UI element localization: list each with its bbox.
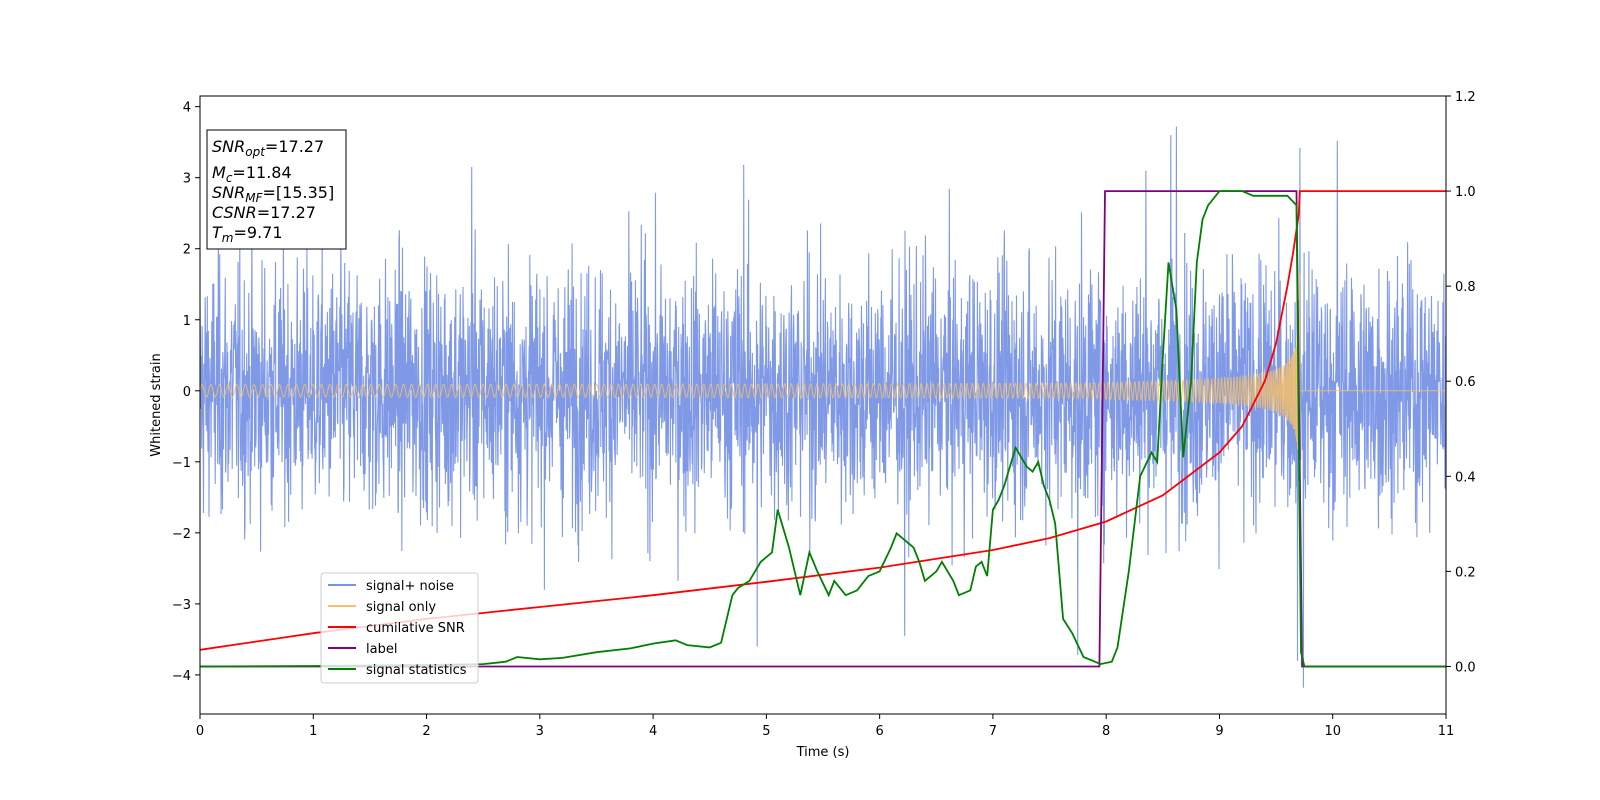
x-tick-label: 4 — [649, 724, 657, 739]
legend-label-stat: signal statistics — [366, 663, 467, 678]
info-line: Tm=9.71 — [212, 223, 283, 245]
info-line: SNRopt=17.27 — [212, 137, 324, 159]
x-tick-label: 3 — [536, 724, 544, 739]
y-axis-label: Whitened strain — [149, 353, 164, 456]
legend-label-signal: signal only — [366, 600, 436, 615]
y2-tick-label: 0.2 — [1455, 565, 1476, 580]
y2-tick-label: 0.6 — [1455, 375, 1476, 390]
x-tick-label: 6 — [875, 724, 883, 739]
x-tick-label: 0 — [196, 724, 204, 739]
y2-tick-label: 0.8 — [1455, 280, 1476, 295]
x-tick-label: 5 — [762, 724, 770, 739]
x-tick-label: 7 — [989, 724, 997, 739]
info-line: Mc=11.84 — [212, 163, 292, 185]
y-tick-label: 0 — [183, 385, 191, 400]
legend: signal+ noise signal only cumilative SNR la… — [320, 572, 479, 684]
y2-tick-label: 0.0 — [1455, 660, 1476, 675]
y-tick-label: 2 — [183, 243, 191, 258]
series-signal-only — [200, 273, 1446, 518]
series-stat — [200, 190, 1446, 668]
y2-tick-label: 1.2 — [1455, 90, 1476, 105]
x-tick-label: 1 — [309, 724, 317, 739]
x-tick-label: 2 — [422, 724, 430, 739]
plot-frame — [199, 95, 1447, 715]
legend-label-label: label — [366, 642, 397, 657]
y-tick-label: 3 — [183, 172, 191, 187]
y2-tick-label: 1.0 — [1455, 185, 1476, 200]
info-line: CSNR=17.27 — [212, 203, 316, 222]
y-tick-label: −2 — [172, 527, 191, 542]
y-tick-label: 1 — [183, 314, 191, 329]
y-tick-label: −1 — [172, 456, 191, 471]
legend-label-noise: signal+ noise — [366, 579, 454, 594]
x-tick-label: 8 — [1102, 724, 1110, 739]
info-line: SNRMF=[15.35] — [212, 183, 334, 205]
series-csnr — [200, 190, 1446, 651]
x-tick-label: 10 — [1324, 724, 1341, 739]
legend-label-csnr: cumilative SNR — [366, 621, 465, 636]
y2-tick-label: 0.4 — [1455, 470, 1476, 485]
x-axis-label: Time (s) — [796, 745, 850, 760]
y-tick-label: 4 — [183, 101, 191, 116]
x-tick-label: 9 — [1215, 724, 1223, 739]
y-tick-label: −4 — [172, 669, 191, 684]
info-box: SNRopt=17.27 Mc=11.84SNRMF=[15.35]CSNR=17… — [206, 129, 347, 250]
series-signal-noise — [200, 126, 1446, 688]
y-tick-label: −3 — [172, 598, 191, 613]
x-tick-label: 11 — [1438, 724, 1455, 739]
